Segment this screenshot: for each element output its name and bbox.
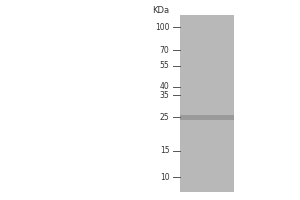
Text: 40: 40 xyxy=(160,82,170,91)
Text: KDa: KDa xyxy=(152,6,170,15)
Text: 55: 55 xyxy=(160,61,170,70)
Bar xyxy=(180,115,234,120)
Text: 10: 10 xyxy=(160,172,169,182)
Text: 70: 70 xyxy=(160,46,170,55)
Text: 25: 25 xyxy=(160,113,169,122)
Text: 15: 15 xyxy=(160,146,169,155)
Text: 35: 35 xyxy=(160,91,170,100)
Text: 100: 100 xyxy=(155,23,169,32)
Bar xyxy=(180,15,234,192)
